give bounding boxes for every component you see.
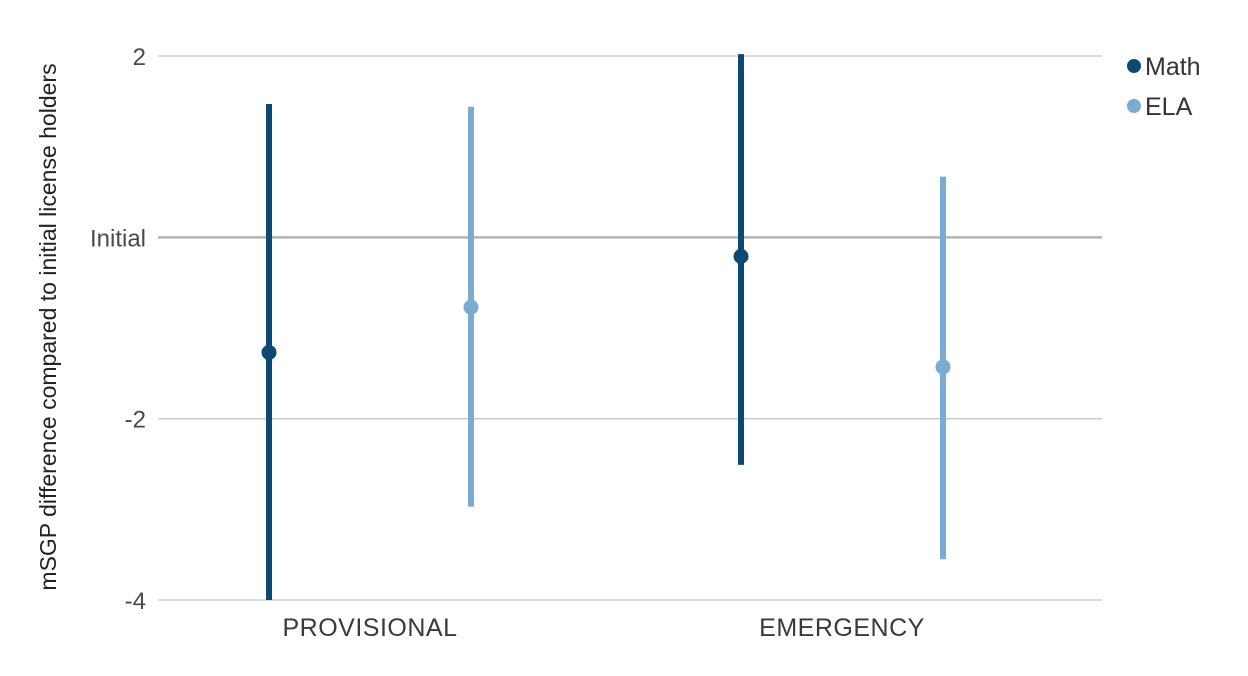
gridlines [158, 55, 1102, 601]
y-tick-label: 2 [133, 44, 146, 71]
y-tick-labels: 2 Initial -2 -4 [90, 44, 146, 615]
legend-marker-math [1127, 59, 1141, 73]
legend: Math ELA [1127, 53, 1201, 121]
x-category-labels: PROVISIONAL EMERGENCY [283, 614, 925, 642]
x-category-label: PROVISIONAL [283, 614, 458, 642]
point-estimate-math [261, 344, 277, 360]
y-tick-label: -4 [125, 588, 146, 615]
legend-marker-ela [1127, 99, 1141, 113]
x-category-label: EMERGENCY [759, 614, 925, 642]
point-estimate-ela [463, 299, 479, 315]
y-tick-label: Initial [90, 225, 146, 252]
y-tick-label: -2 [125, 407, 146, 434]
y-axis-label: mSGP difference compared to initial lice… [35, 63, 61, 590]
legend-label-ela: ELA [1145, 93, 1193, 121]
legend-label-math: Math [1145, 53, 1201, 81]
point-estimate-ela [935, 359, 951, 375]
point-estimate-math [733, 248, 749, 264]
error-bars [261, 54, 951, 600]
